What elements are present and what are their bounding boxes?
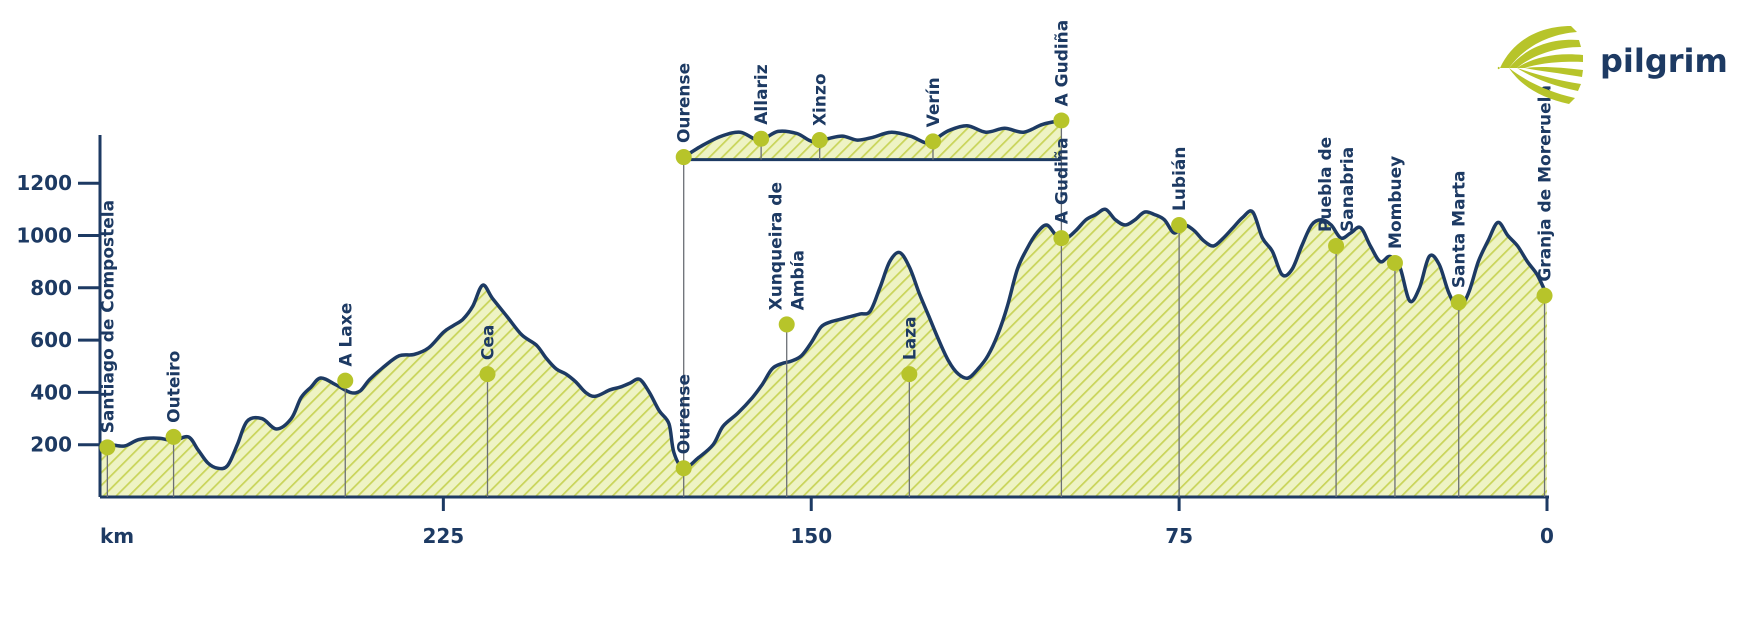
waypoint-label: Santa Marta: [1450, 170, 1470, 288]
waypoint-marker: [165, 428, 182, 445]
waypoint-label: Xunqueira de: [767, 182, 787, 310]
waypoint-label: Granja de Moreruela: [1536, 85, 1556, 282]
waypoint-label: Ourense: [675, 374, 695, 454]
waypoint-labels: Santiago de Compostela Outeiro A Laxe Cea Ou…: [98, 20, 1555, 454]
profile-fill: [99, 207, 1549, 498]
x-axis-label: km: [100, 524, 134, 548]
x-tick-label: 0: [1540, 524, 1554, 548]
waypoint-marker: [924, 133, 941, 150]
waypoint-label: Sanabria: [1338, 147, 1358, 232]
waypoint-markers: [99, 112, 1553, 477]
brand-logo: [1495, 20, 1725, 110]
waypoint-marker: [1536, 287, 1553, 304]
inset-profile: [682, 118, 1062, 162]
y-tick-label: 400: [30, 380, 72, 404]
waypoint-marker: [1053, 112, 1070, 129]
waypoint-label: Ambía: [789, 250, 809, 310]
x-tick-label: 75: [1165, 524, 1193, 548]
waypoint-marker: [675, 460, 692, 477]
waypoint-marker: [811, 132, 828, 149]
waypoint-label: Verín: [924, 77, 944, 127]
waypoint-label: A Gudiña: [1052, 137, 1072, 224]
waypoint-label: Laza: [900, 316, 920, 360]
x-tick-label: 150: [790, 524, 832, 548]
waypoint-label: A Gudiña: [1052, 20, 1072, 107]
waypoint-label: A Laxe: [336, 303, 356, 367]
profile-area: [100, 209, 1547, 498]
waypoint-label: Xinzo: [811, 73, 831, 126]
brand-name: pilgrim: [1600, 42, 1728, 80]
waypoint-label: Lubián: [1170, 147, 1190, 212]
y-tick-label: 600: [30, 328, 72, 352]
waypoint-marker: [99, 439, 116, 456]
waypoint-label: Outeiro: [165, 351, 185, 423]
y-tick-label: 1000: [16, 224, 72, 248]
y-tick-label: 1200: [16, 171, 72, 195]
waypoint-label: Mombuey: [1386, 156, 1406, 249]
waypoint-marker: [901, 366, 918, 383]
x-tick-label: 225: [422, 524, 464, 548]
waypoint-label: Santiago de Compostela: [98, 200, 118, 433]
waypoint-marker: [675, 149, 692, 166]
waypoint-marker: [337, 372, 354, 389]
waypoint-leaders: [106, 120, 1546, 497]
waypoint-marker: [1450, 294, 1467, 311]
waypoint-label: Puebla de: [1316, 137, 1336, 232]
waypoint-marker: [753, 130, 770, 147]
waypoint-marker: [1053, 230, 1070, 247]
axes: 200 400 600 800 1000 1200 225 150 75 0 km: [16, 135, 1554, 548]
waypoint-marker: [1386, 254, 1403, 271]
waypoint-label: Ourense: [675, 63, 695, 143]
profile-line: [99, 207, 1549, 471]
waypoint-marker: [778, 316, 795, 333]
waypoint-marker: [1171, 217, 1188, 234]
scallop-shell-icon: [1497, 26, 1583, 104]
waypoint-marker: [479, 366, 496, 383]
waypoint-label: Allariz: [752, 64, 772, 124]
waypoint-label: Cea: [479, 325, 499, 360]
y-tick-label: 200: [30, 433, 72, 457]
waypoint-marker: [1328, 237, 1345, 254]
inset-area: [683, 120, 1062, 160]
y-tick-label: 800: [30, 276, 72, 300]
